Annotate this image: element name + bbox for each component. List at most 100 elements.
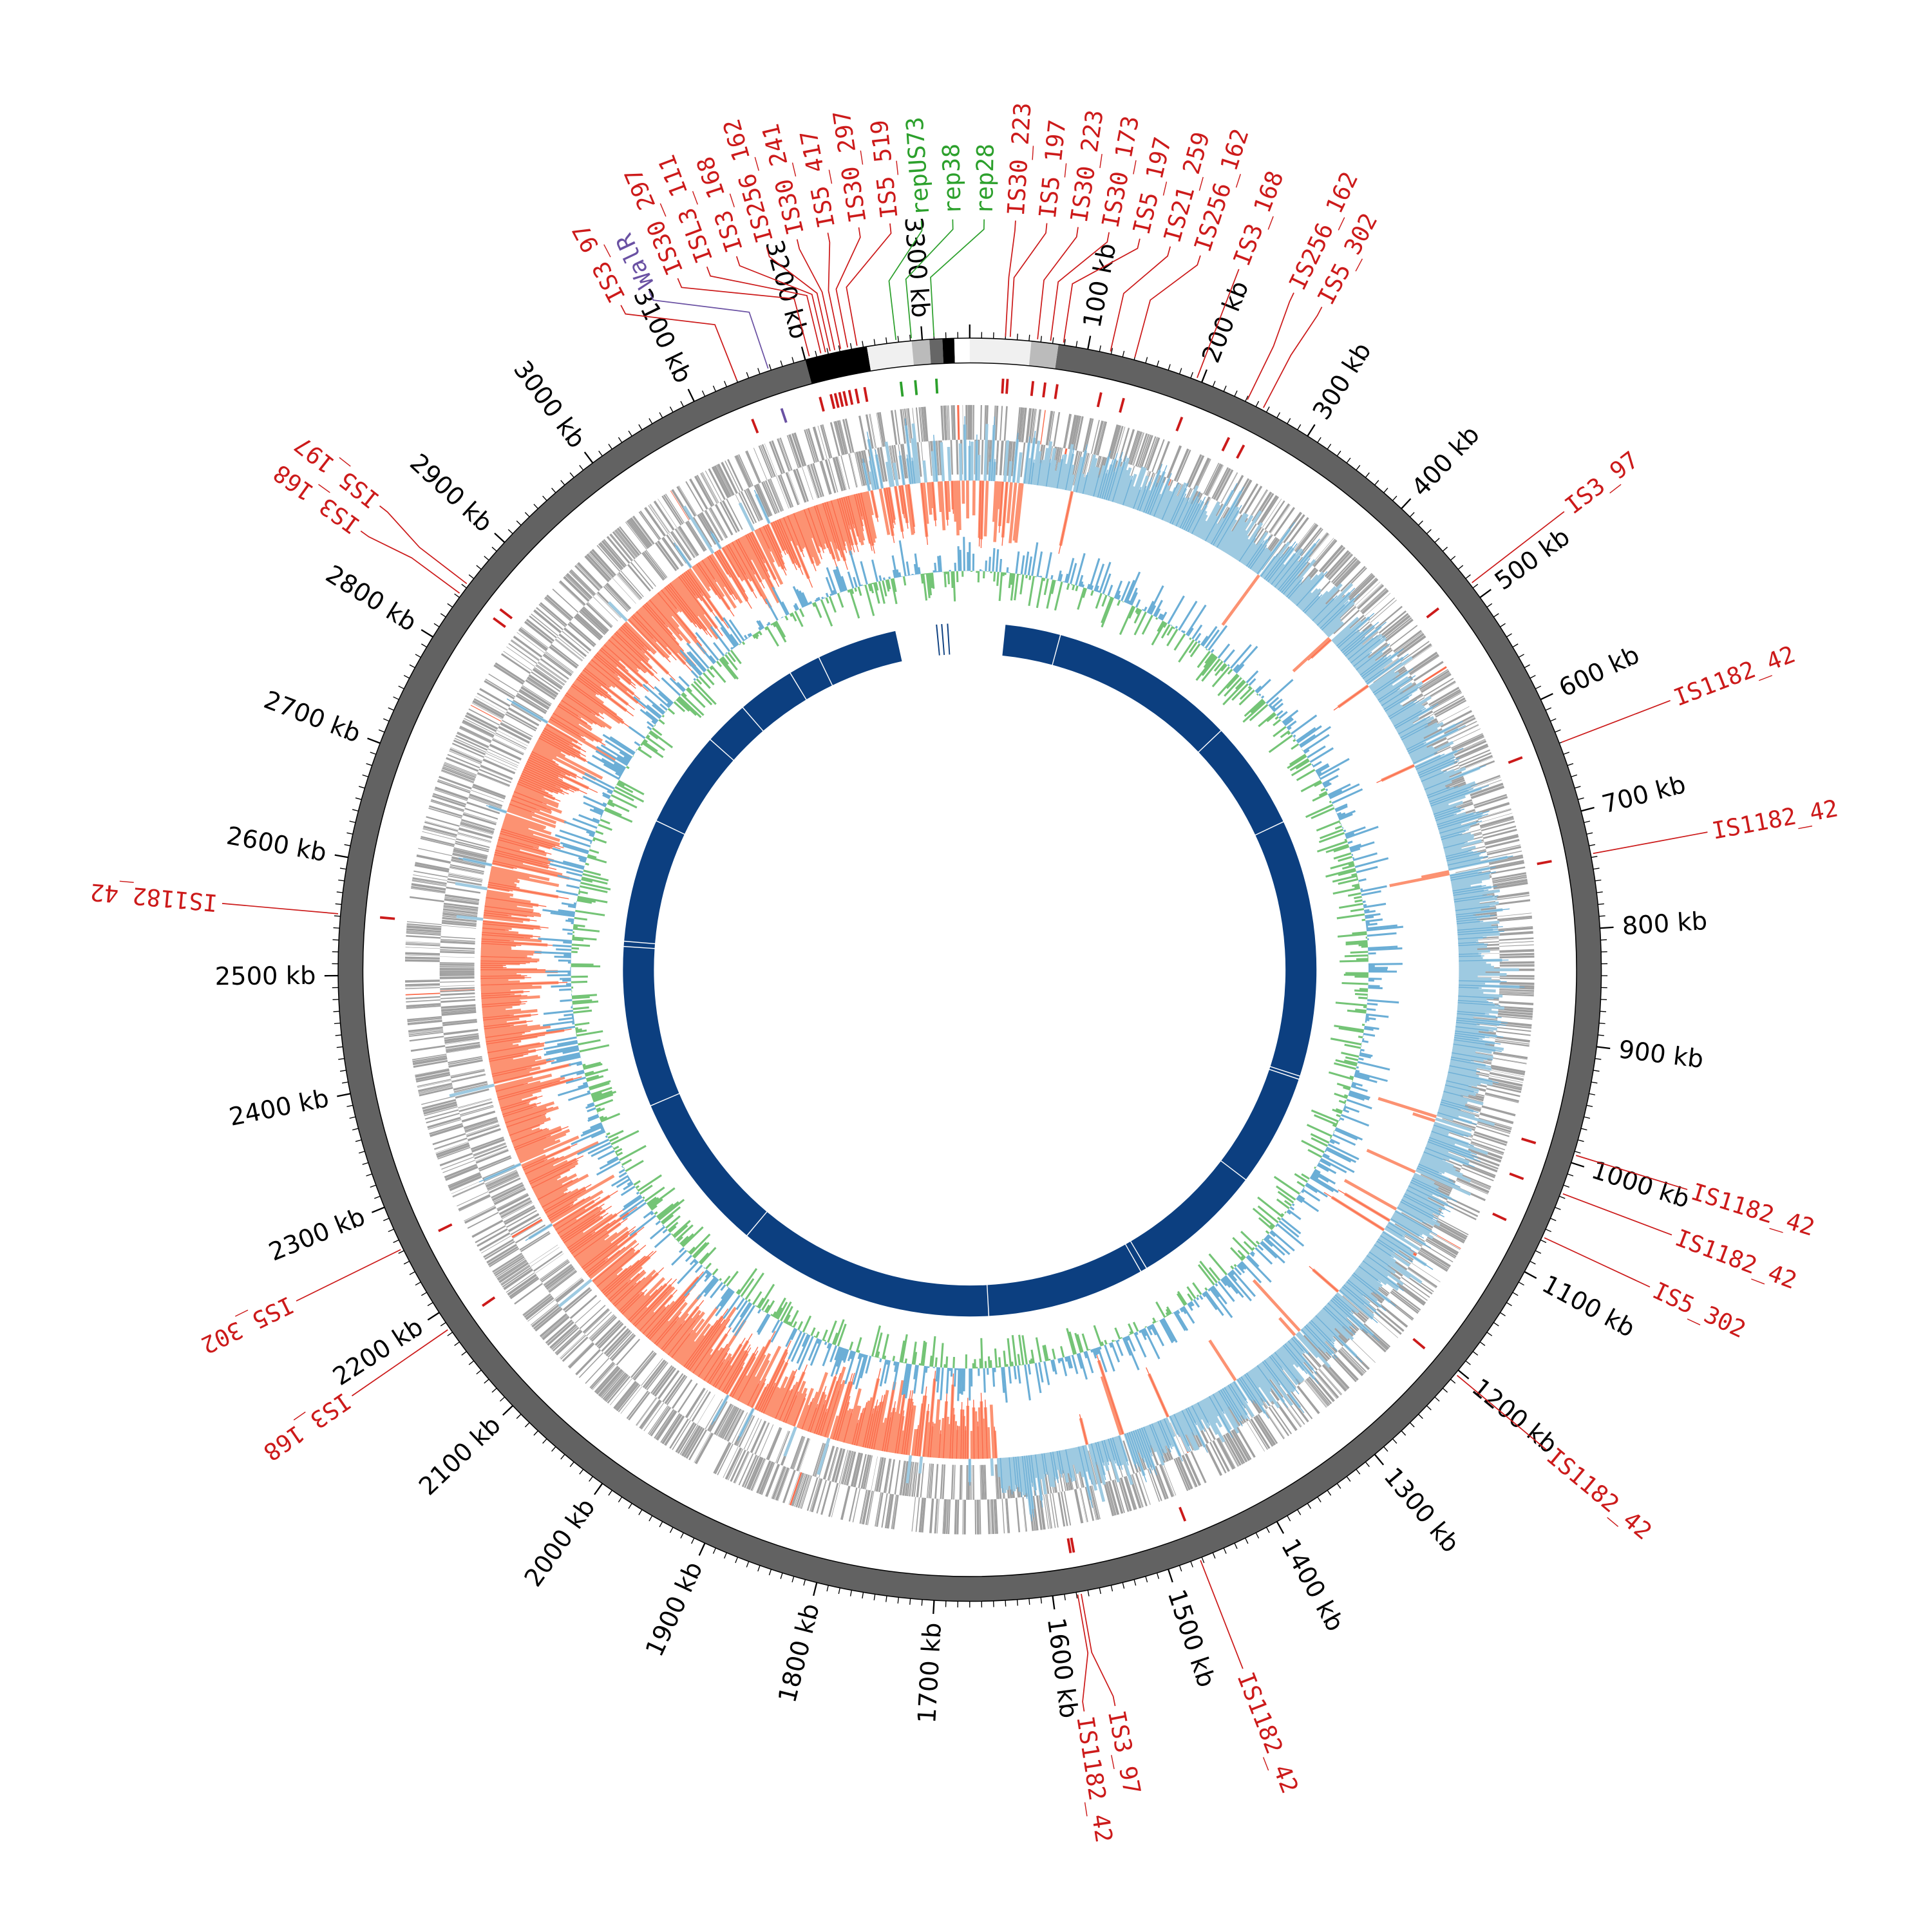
gc-skew-bar [1446, 1075, 1481, 1086]
gc-skew-bar [1457, 920, 1500, 927]
gene-mark [482, 758, 516, 775]
gene-mark [1473, 793, 1507, 807]
gc-skew-spike [1213, 500, 1239, 546]
gene-mark [1286, 1393, 1309, 1423]
gene-mark [430, 800, 464, 812]
gene-mark [1455, 865, 1490, 873]
gene-mark [510, 1278, 540, 1300]
gene-mark [1393, 630, 1423, 652]
gene-mark [510, 640, 540, 661]
gene-mark [1271, 1405, 1293, 1435]
gene-mark [1397, 1282, 1426, 1304]
gc-skew-bar [1412, 1175, 1439, 1189]
gene-mark [589, 1361, 614, 1388]
gc-skew-bar [1424, 1148, 1450, 1161]
gene-mark [616, 527, 640, 556]
gene-mark [458, 827, 493, 839]
gene-mark [1338, 1349, 1364, 1376]
gc-skew-bar [1443, 836, 1475, 848]
gene-mark [405, 983, 440, 987]
gene-mark [423, 825, 457, 837]
gene-mark [508, 643, 538, 665]
minor-tick [542, 1438, 547, 1444]
gene-mark [874, 1457, 882, 1492]
gc-skew-bar [1432, 803, 1450, 812]
gene-mark [454, 737, 487, 753]
gc-skew-bar [1452, 884, 1472, 891]
gene-mark [533, 1305, 562, 1330]
gene-mark [1147, 1468, 1160, 1502]
gc-skew-spike [1433, 1124, 1469, 1137]
gc-skew-spike [1296, 571, 1328, 606]
feature-leader-line [1037, 227, 1079, 339]
gene-mark [1293, 522, 1316, 551]
gene-mark [529, 615, 557, 639]
gene-mark [810, 464, 820, 498]
gene-mark [1495, 895, 1530, 901]
gc-skew-bar [1449, 1062, 1477, 1070]
gene-mark [1283, 514, 1305, 544]
gc-content-bar [1227, 668, 1233, 675]
minor-tick [826, 348, 829, 355]
gene-mark [524, 1295, 553, 1318]
gene-mark [417, 1079, 451, 1087]
gene-mark [799, 1439, 811, 1472]
gc-skew-spike [1352, 1274, 1377, 1294]
gc-skew-spike [1453, 1043, 1502, 1052]
minor-tick [838, 345, 840, 352]
gc-skew-spike [1037, 460, 1042, 486]
gc-skew-spike [1030, 459, 1035, 485]
tick-label: 2800 kb [321, 560, 422, 638]
gc-skew-spike [1205, 483, 1238, 542]
gene-mark [455, 735, 488, 751]
gc-skew-bar [1003, 440, 1010, 482]
gene-mark [1275, 1401, 1298, 1432]
minor-tick [886, 1595, 887, 1602]
tick-label: 1900 kb [640, 1557, 709, 1661]
gene-mark [439, 981, 475, 983]
minor-tick [516, 520, 522, 526]
gene-mark [1352, 578, 1379, 604]
gc-skew-spike [1347, 635, 1378, 660]
gene-mark [950, 440, 953, 475]
minor-tick [1563, 752, 1570, 755]
gene-mark [1341, 1347, 1367, 1372]
minor-tick [358, 1151, 365, 1154]
minor-tick [1255, 401, 1260, 407]
gene-mark [477, 772, 511, 787]
gene-mark [888, 1459, 895, 1494]
gc-skew-bar [1405, 1190, 1440, 1210]
minor-tick [346, 832, 354, 835]
gc-skew-bar [1419, 769, 1442, 781]
gene-mark [544, 1264, 573, 1286]
gene-mark [920, 1463, 925, 1498]
gc-skew-spike [1454, 1037, 1501, 1045]
feature-mark [863, 386, 869, 402]
gc-skew-bar [940, 481, 946, 531]
gene-mark [408, 1027, 443, 1033]
gene-mark [1258, 496, 1280, 527]
gene-mark [1459, 755, 1493, 770]
gene-mark [1184, 1453, 1202, 1486]
gene-mark [1456, 1177, 1490, 1194]
feature-leader-line [735, 256, 826, 353]
gene-mark [1394, 1223, 1425, 1242]
gene-mark [603, 539, 627, 567]
gene-mark [951, 1464, 954, 1500]
gene-mark [819, 461, 831, 495]
minor-tick [1365, 1461, 1370, 1468]
gene-mark [592, 1363, 616, 1390]
gene-mark [755, 484, 772, 517]
gc-skew-bar [1305, 591, 1329, 616]
gene-mark [1472, 1138, 1506, 1151]
gene-mark [1426, 1236, 1458, 1256]
gc-skew-bar [1444, 1085, 1477, 1097]
gc-skew-bar [1356, 651, 1383, 673]
gene-mark [406, 935, 441, 939]
gene-mark [1359, 1327, 1387, 1353]
gc-skew-bar [1298, 588, 1319, 610]
gene-mark [552, 1327, 580, 1352]
gc-skew-bar [1408, 745, 1428, 757]
minor-tick [551, 1446, 556, 1452]
major-tick [367, 737, 381, 744]
